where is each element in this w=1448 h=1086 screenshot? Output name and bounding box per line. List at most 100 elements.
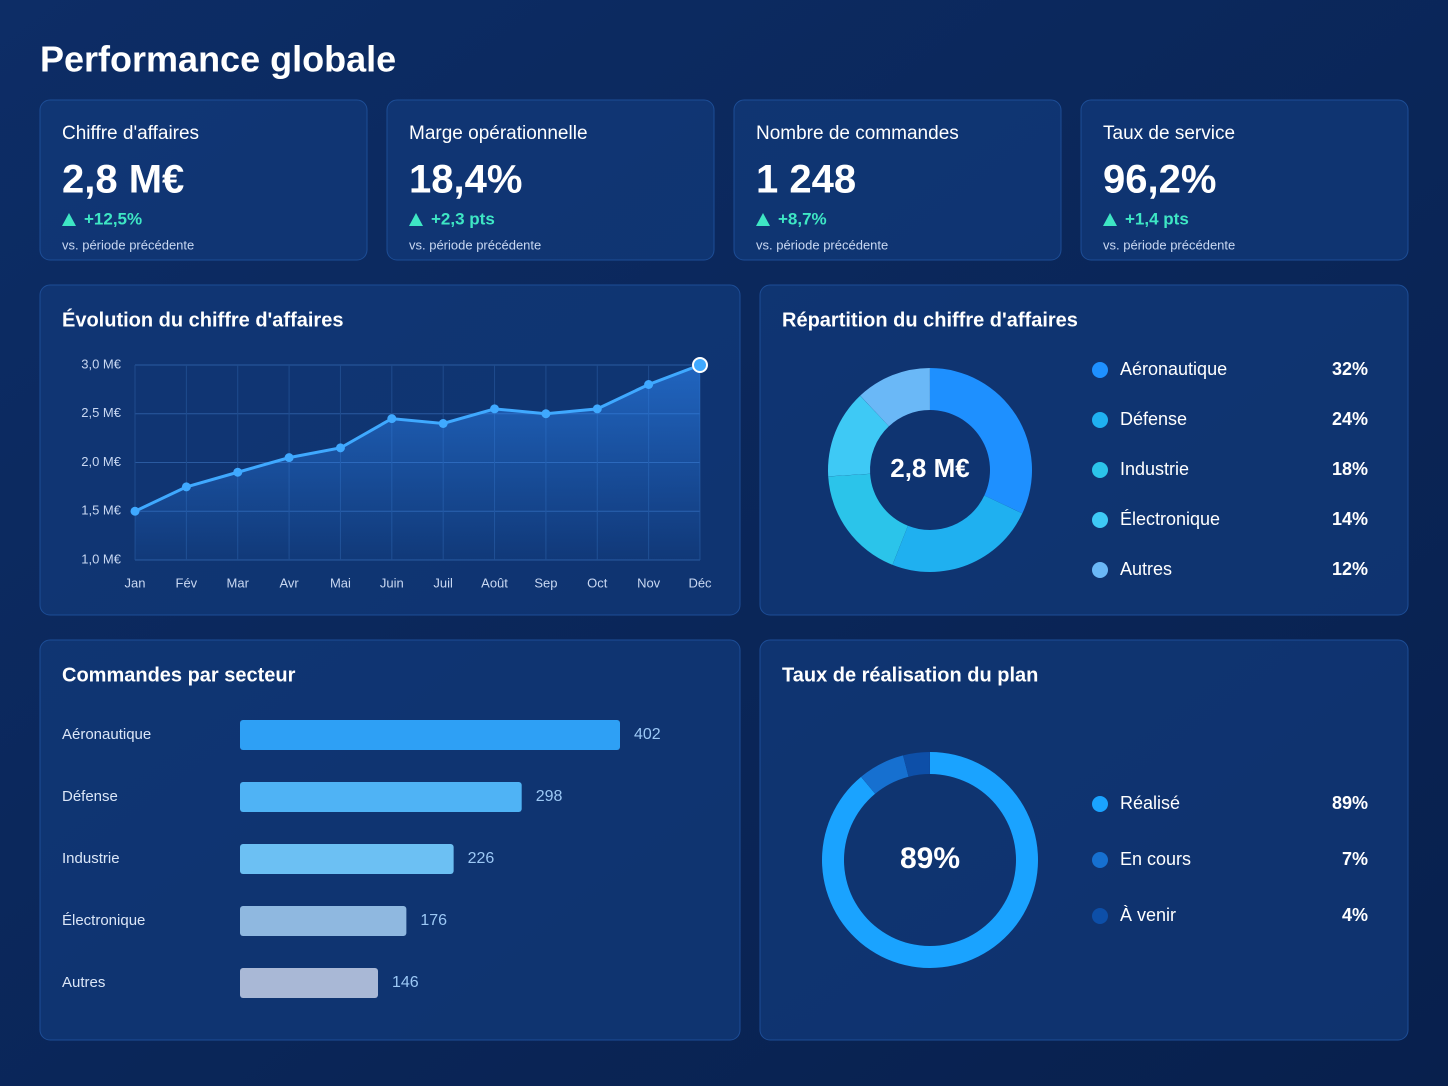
bar — [240, 782, 522, 812]
legend-marker — [1092, 512, 1108, 528]
bar — [240, 906, 407, 936]
point — [592, 404, 602, 414]
x-tick-label: Août — [481, 575, 508, 590]
point — [130, 506, 140, 516]
kpi-delta: +12,5% — [84, 209, 142, 228]
bar-category-label: Industrie — [62, 850, 120, 867]
donut-segment — [930, 368, 1032, 514]
donut-center-label: 89% — [900, 842, 960, 875]
legend-label: Électronique — [1120, 509, 1220, 529]
value-label: 32% — [1332, 359, 1368, 379]
point — [233, 467, 243, 477]
bar — [240, 844, 454, 874]
value-label: 18% — [1332, 459, 1368, 479]
donut-segment — [860, 368, 930, 427]
page-title: Performance globale — [40, 39, 396, 80]
y-tick-label: 1,0 M€ — [81, 551, 122, 566]
legend-marker — [1092, 562, 1108, 578]
legend-marker — [1092, 462, 1108, 478]
kpi-label: Chiffre d'affaires — [62, 123, 199, 144]
point — [692, 357, 708, 373]
bar — [240, 968, 379, 998]
legend-label: À venir — [1120, 905, 1176, 925]
bar-value-label: 402 — [634, 726, 661, 743]
legend-marker — [1092, 796, 1108, 812]
kpi-value: 1 248 — [756, 158, 856, 202]
kpi-note: vs. période précédente — [756, 237, 888, 252]
bar-value-label: 176 — [420, 912, 447, 929]
kpi-delta: +2,3 pts — [431, 209, 495, 228]
y-tick-label: 2,5 M€ — [81, 405, 122, 420]
donut-segment — [828, 395, 889, 477]
donut-center-label: 2,8 M€ — [890, 453, 970, 483]
bar-category-label: Autres — [62, 974, 105, 991]
legend-marker — [1092, 362, 1108, 378]
legend-label: Défense — [1120, 409, 1187, 429]
legend-marker — [1092, 908, 1108, 924]
point — [541, 409, 551, 419]
value-label: 7% — [1342, 849, 1368, 869]
point — [181, 482, 191, 492]
kpi-value: 18,4% — [409, 158, 522, 202]
panel — [733, 99, 1062, 261]
kpi-note: vs. période précédente — [1103, 237, 1235, 252]
bar-value-label: 298 — [536, 788, 563, 805]
kpi-value: 2,8 M€ — [62, 158, 184, 202]
donut-segment — [903, 752, 930, 777]
bar — [240, 720, 620, 750]
value-label: 14% — [1332, 509, 1368, 529]
value-label: 24% — [1332, 409, 1368, 429]
kpi-note: vs. période précédente — [409, 237, 541, 252]
up-arrow-icon — [62, 213, 76, 226]
bar-category-label: Électronique — [62, 912, 145, 929]
point — [438, 419, 448, 428]
legend-label: Aéronautique — [1120, 359, 1227, 379]
x-tick-label: Déc — [688, 575, 712, 590]
donut-segment — [892, 495, 1023, 572]
bar-value-label: 146 — [392, 974, 419, 991]
kpi-value: 96,2% — [1103, 158, 1216, 202]
kpi-note: vs. période précédente — [62, 237, 194, 252]
x-tick-label: Avr — [279, 575, 299, 590]
bar-category-label: Aéronautique — [62, 726, 151, 743]
x-tick-label: Fév — [176, 575, 198, 590]
x-tick-label: Jan — [125, 575, 146, 590]
chart-title: Répartition du chiffre d'affaires — [782, 309, 1078, 331]
line — [134, 363, 701, 513]
value-label: 4% — [1342, 905, 1368, 925]
x-tick-label: Sep — [534, 575, 557, 590]
y-tick-label: 1,5 M€ — [81, 503, 122, 518]
kpi-label: Taux de service — [1103, 123, 1235, 144]
x-tick-label: Mar — [227, 575, 250, 590]
x-tick-label: Oct — [587, 575, 608, 590]
point — [387, 414, 397, 424]
x-tick-label: Juin — [380, 575, 404, 590]
legend-marker — [1092, 852, 1108, 868]
value-label: 12% — [1332, 559, 1368, 579]
up-arrow-icon — [409, 213, 423, 226]
y-tick-label: 2,0 M€ — [81, 454, 122, 469]
donut-segment — [828, 473, 908, 565]
x-tick-label: Mai — [330, 575, 351, 590]
value-label: 89% — [1332, 793, 1368, 813]
legend-label: Industrie — [1120, 459, 1189, 479]
up-arrow-icon — [756, 213, 770, 226]
donut-segment — [861, 755, 909, 794]
panel — [759, 639, 1409, 1041]
kpi-delta: +1,4 pts — [1125, 209, 1189, 228]
bar-category-label: Défense — [62, 788, 118, 805]
y-tick-label: 3,0 M€ — [81, 356, 122, 371]
legend-label: Autres — [1120, 559, 1172, 579]
legend-marker — [1092, 412, 1108, 428]
legend-label: Réalisé — [1120, 793, 1180, 813]
point — [644, 380, 654, 389]
x-tick-label: Juil — [433, 575, 453, 590]
panel — [386, 99, 715, 261]
up-arrow-icon — [1103, 213, 1117, 226]
point — [335, 443, 345, 453]
kpi-label: Marge opérationnelle — [409, 123, 588, 144]
panel — [1080, 99, 1409, 261]
